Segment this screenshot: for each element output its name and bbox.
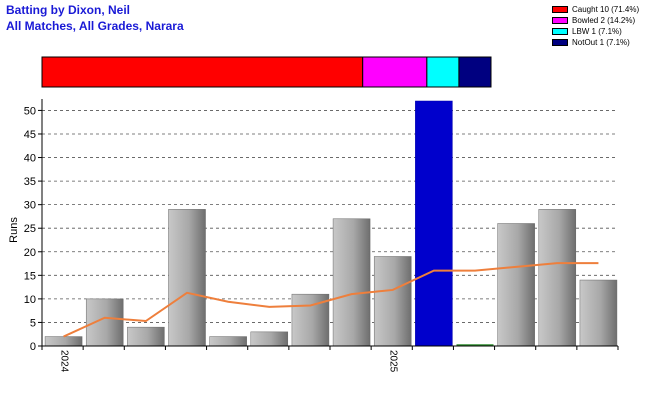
- bar: [332, 218, 371, 347]
- legend-swatch-caught: [552, 6, 568, 13]
- legend-item-lbw: LBW 1 (7.1%): [552, 26, 639, 37]
- dismissal-stacked-bar: [41, 56, 492, 88]
- legend-item-bowled: Bowled 2 (14.2%): [552, 15, 639, 26]
- legend-swatch-lbw: [552, 28, 568, 35]
- bar-not-out: [415, 100, 453, 347]
- y-tick-label: 10: [24, 294, 36, 306]
- bar: [250, 331, 289, 347]
- average-line-path: [63, 262, 599, 338]
- chart-title: Batting by Dixon, Neil: [6, 3, 131, 17]
- bar: [44, 336, 83, 347]
- legend-label-caught: Caught 10 (71.4%): [572, 5, 640, 14]
- y-tick-label: 5: [30, 317, 36, 329]
- bar: [497, 223, 535, 347]
- legend-item-notout: NotOut 1 (7.1%): [552, 37, 639, 48]
- dismissal-segment-notout: [458, 56, 492, 88]
- y-tick-label: 15: [24, 270, 36, 282]
- legend-swatch-notout: [552, 39, 568, 46]
- y-tick-label: 45: [24, 129, 36, 141]
- bar: [85, 298, 124, 347]
- bar: [373, 256, 412, 347]
- legend-label-notout: NotOut 1 (7.1%): [572, 38, 630, 47]
- y-tick-label: 35: [24, 176, 36, 188]
- y-tick-label: 30: [24, 200, 36, 212]
- dismissal-segment-bowled: [362, 56, 428, 88]
- y-tick-label: 40: [24, 153, 36, 165]
- x-tick-label: 2024: [59, 350, 70, 373]
- dismissal-segment-caught: [41, 56, 364, 88]
- legend-swatch-bowled: [552, 17, 568, 24]
- bar: [579, 279, 618, 347]
- x-tick-label: 2025: [388, 350, 399, 373]
- legend-label-bowled: Bowled 2 (14.2%): [572, 16, 636, 25]
- bar: [127, 326, 165, 347]
- y-tick-label: 0: [30, 341, 36, 353]
- y-tick-label: 50: [24, 105, 36, 117]
- bar: [209, 336, 247, 347]
- dismissal-segment-lbw: [426, 56, 460, 88]
- average-line: [63, 262, 599, 338]
- chart-subtitle: All Matches, All Grades, Narara: [6, 19, 184, 33]
- bar: [168, 209, 206, 347]
- legend-item-caught: Caught 10 (71.4%): [552, 4, 639, 15]
- bar-series: [44, 100, 618, 347]
- y-axis-label: Runs: [8, 217, 20, 243]
- bar: [538, 209, 577, 347]
- y-tick-label: 25: [24, 223, 36, 235]
- legend: Caught 10 (71.4%) Bowled 2 (14.2%) LBW 1…: [552, 4, 639, 48]
- legend-label-lbw: LBW 1 (7.1%): [572, 27, 622, 36]
- y-tick-label: 20: [24, 247, 36, 259]
